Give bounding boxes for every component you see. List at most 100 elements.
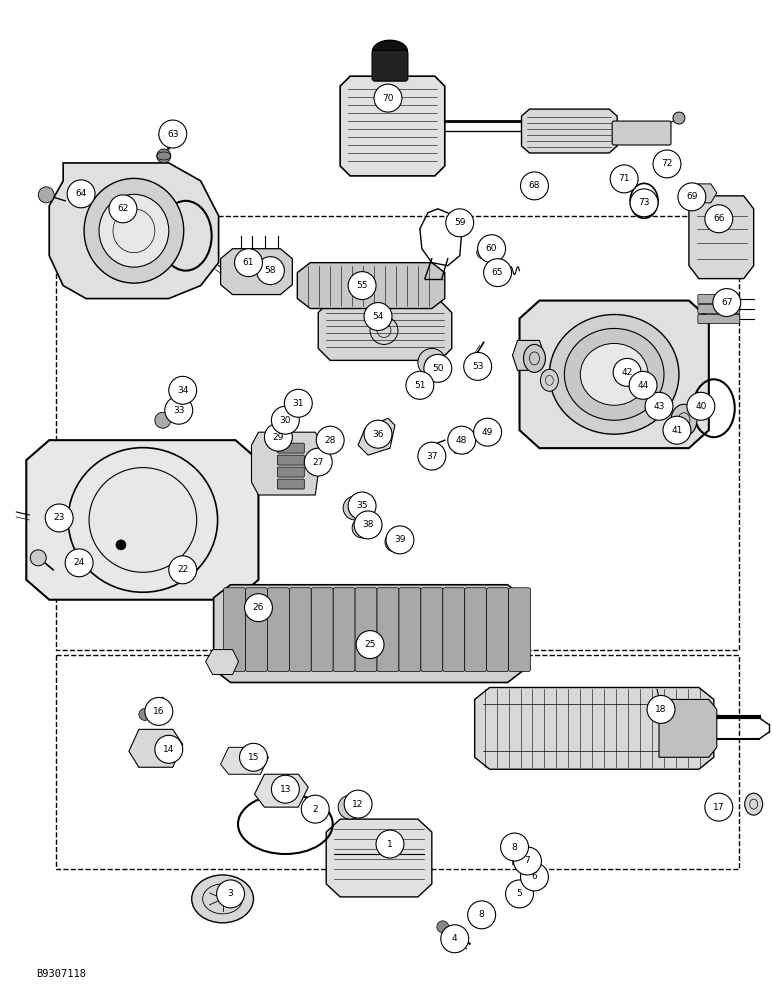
Circle shape: [513, 847, 541, 875]
Circle shape: [67, 180, 95, 208]
Circle shape: [364, 303, 392, 330]
Ellipse shape: [745, 793, 763, 815]
Circle shape: [687, 392, 715, 420]
FancyBboxPatch shape: [505, 842, 523, 851]
Polygon shape: [358, 418, 395, 455]
FancyBboxPatch shape: [399, 588, 421, 672]
Polygon shape: [689, 196, 753, 279]
Text: 15: 15: [248, 753, 259, 762]
FancyBboxPatch shape: [612, 121, 671, 145]
Text: 34: 34: [177, 386, 188, 395]
FancyBboxPatch shape: [443, 588, 465, 672]
Text: 16: 16: [153, 707, 164, 716]
Circle shape: [39, 187, 54, 203]
Polygon shape: [659, 699, 717, 757]
Circle shape: [478, 235, 506, 263]
Circle shape: [713, 289, 740, 317]
Circle shape: [235, 249, 262, 277]
FancyBboxPatch shape: [277, 479, 304, 489]
Text: 63: 63: [167, 130, 178, 139]
Ellipse shape: [550, 315, 679, 434]
Polygon shape: [451, 435, 472, 453]
Ellipse shape: [191, 875, 253, 923]
Text: 17: 17: [713, 803, 725, 812]
Ellipse shape: [84, 178, 184, 283]
Text: B9307118: B9307118: [36, 969, 86, 979]
Circle shape: [157, 149, 171, 163]
FancyBboxPatch shape: [698, 305, 740, 314]
Circle shape: [406, 371, 434, 399]
Circle shape: [385, 532, 405, 552]
Circle shape: [424, 354, 452, 382]
Text: 54: 54: [372, 312, 384, 321]
Circle shape: [610, 165, 638, 193]
Circle shape: [613, 358, 641, 386]
Text: 70: 70: [382, 94, 394, 103]
Text: 26: 26: [252, 603, 264, 612]
Circle shape: [155, 412, 171, 428]
Circle shape: [483, 259, 512, 287]
Polygon shape: [340, 76, 445, 176]
Polygon shape: [513, 340, 544, 370]
FancyBboxPatch shape: [698, 315, 740, 323]
Text: 36: 36: [372, 430, 384, 439]
Circle shape: [356, 631, 384, 659]
Polygon shape: [129, 729, 183, 767]
Circle shape: [418, 348, 445, 376]
Circle shape: [354, 511, 382, 539]
Circle shape: [265, 423, 293, 451]
Text: 72: 72: [662, 159, 672, 168]
Polygon shape: [327, 819, 432, 897]
Circle shape: [376, 830, 404, 858]
Circle shape: [169, 376, 197, 404]
Circle shape: [678, 183, 706, 211]
Circle shape: [629, 371, 657, 399]
Circle shape: [630, 189, 658, 217]
Text: 24: 24: [73, 558, 85, 567]
Polygon shape: [520, 301, 709, 448]
Circle shape: [245, 594, 273, 622]
Ellipse shape: [581, 343, 648, 405]
Text: 23: 23: [53, 513, 65, 522]
Circle shape: [386, 526, 414, 554]
Text: 33: 33: [173, 406, 185, 415]
Text: 31: 31: [293, 399, 304, 408]
Text: 40: 40: [695, 402, 706, 411]
Text: 41: 41: [672, 426, 682, 435]
Circle shape: [284, 389, 312, 417]
Text: 42: 42: [621, 368, 633, 377]
Circle shape: [647, 695, 675, 723]
Text: 64: 64: [76, 189, 86, 198]
Polygon shape: [205, 650, 239, 675]
Circle shape: [482, 421, 496, 435]
FancyBboxPatch shape: [224, 588, 245, 672]
Circle shape: [705, 205, 733, 233]
Text: 22: 22: [177, 565, 188, 574]
FancyBboxPatch shape: [245, 588, 267, 672]
Text: 30: 30: [279, 416, 291, 425]
FancyBboxPatch shape: [334, 588, 355, 672]
Polygon shape: [297, 263, 445, 309]
FancyBboxPatch shape: [421, 588, 443, 672]
Circle shape: [304, 448, 332, 476]
Circle shape: [464, 352, 492, 380]
Circle shape: [653, 150, 681, 178]
Polygon shape: [26, 440, 259, 600]
Text: 25: 25: [364, 640, 376, 649]
Ellipse shape: [671, 404, 697, 436]
Circle shape: [30, 550, 46, 566]
Text: 28: 28: [324, 436, 336, 445]
Polygon shape: [214, 585, 524, 682]
Circle shape: [301, 795, 329, 823]
Circle shape: [159, 120, 187, 148]
Text: 8: 8: [479, 910, 485, 919]
FancyBboxPatch shape: [355, 588, 377, 672]
Circle shape: [116, 540, 126, 550]
Text: 3: 3: [228, 889, 233, 898]
Text: 13: 13: [279, 785, 291, 794]
Circle shape: [344, 790, 372, 818]
Circle shape: [344, 496, 367, 520]
Circle shape: [445, 209, 474, 237]
Circle shape: [139, 708, 151, 720]
Polygon shape: [255, 774, 308, 807]
